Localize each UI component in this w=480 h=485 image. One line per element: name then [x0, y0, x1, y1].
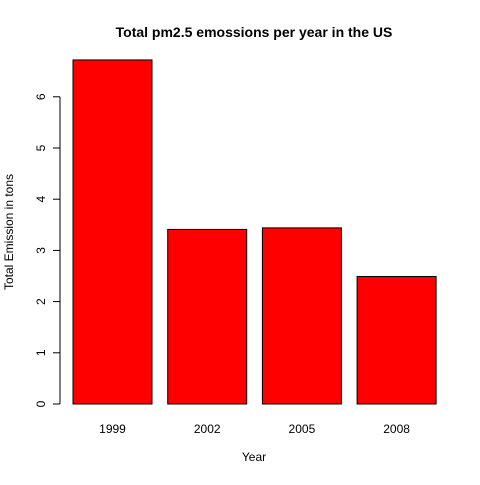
- bar-2008: [356, 276, 437, 405]
- x-tick-label: 2002: [194, 422, 221, 436]
- y-tick-label: 1: [34, 349, 48, 356]
- x-axis-labels: 1999 2002 2005 2008: [99, 422, 410, 436]
- y-tick-label: 6: [34, 93, 48, 100]
- chart-title: Total pm2.5 emossions per year in the US: [116, 24, 393, 40]
- bars-group: [72, 59, 437, 405]
- x-tick-label: 2005: [289, 422, 316, 436]
- y-tick-label: 2: [34, 298, 48, 305]
- y-tick-label: 0: [34, 400, 48, 407]
- x-axis-title: Year: [242, 450, 266, 464]
- x-tick-label: 2008: [383, 422, 410, 436]
- y-axis: 0 1 2 3 4 5 6: [34, 93, 61, 407]
- y-tick-label: 5: [34, 144, 48, 151]
- bar-1999: [72, 59, 153, 405]
- bar-2002: [167, 228, 248, 405]
- y-tick-label: 3: [34, 247, 48, 254]
- bar-2005: [261, 227, 342, 405]
- y-axis-title: Total Emission in tons: [2, 174, 16, 290]
- y-tick-label: 4: [34, 196, 48, 203]
- x-tick-label: 1999: [99, 422, 126, 436]
